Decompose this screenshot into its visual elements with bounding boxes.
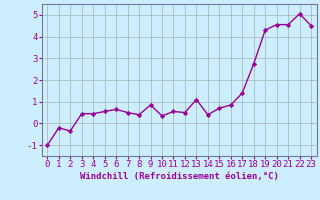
X-axis label: Windchill (Refroidissement éolien,°C): Windchill (Refroidissement éolien,°C) bbox=[80, 172, 279, 181]
